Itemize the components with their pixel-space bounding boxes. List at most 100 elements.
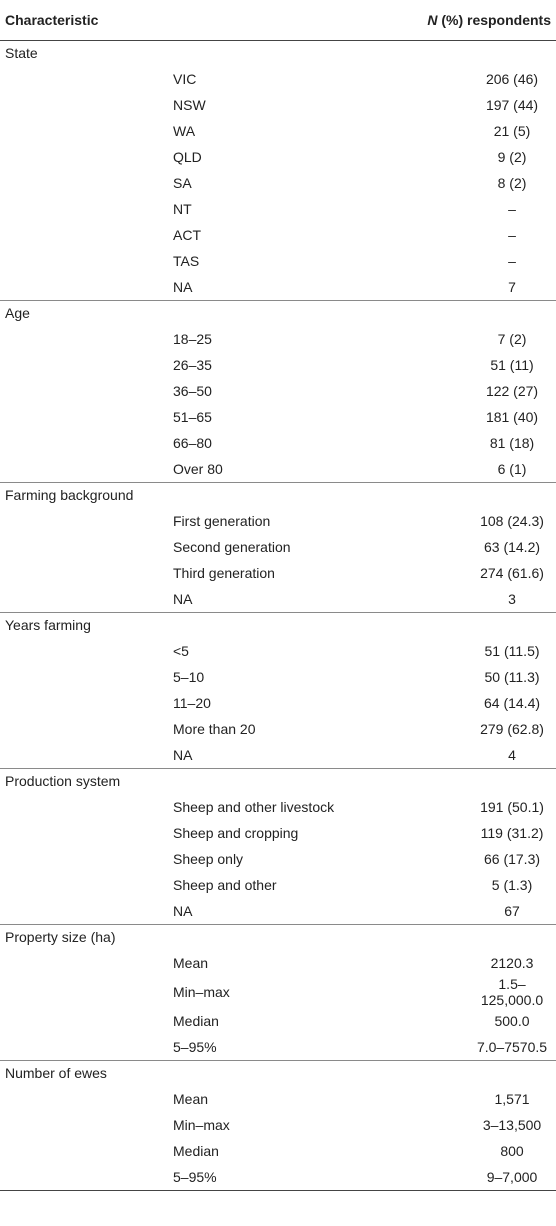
row-label: TAS <box>173 253 200 269</box>
row-value-cell: 2120.3 <box>388 950 556 976</box>
indent-cell <box>0 664 170 690</box>
row-value: 4 <box>508 746 516 763</box>
characteristics-table: Characteristic N (%) respondents State VI… <box>0 0 556 1191</box>
row-value: 7 <box>508 278 516 295</box>
table-row: NA 7 <box>0 274 556 300</box>
row-value: – <box>508 253 516 269</box>
row-value: 21 (5) <box>493 123 531 139</box>
table-row: Min–max 1.5–125,000.0 <box>0 976 556 1008</box>
table-row: NA 3 <box>0 586 556 612</box>
indent-cell <box>0 1164 170 1191</box>
group-title: Age <box>0 299 556 326</box>
row-value: – <box>508 201 516 217</box>
row-label: 18–25 <box>173 331 212 347</box>
row-value-cell: 1,571 <box>388 1086 556 1112</box>
row-label: Sheep and other livestock <box>173 799 335 815</box>
table-row: TAS – <box>0 248 556 274</box>
row-value-cell: 1.5–125,000.0 <box>388 976 556 1008</box>
row-value: 6 (1) <box>497 460 527 477</box>
indent-cell <box>0 1112 170 1138</box>
row-value-cell: 108 (24.3) <box>388 508 556 534</box>
indent-cell <box>0 66 170 92</box>
row-value: 9–7,000 <box>486 1168 538 1185</box>
row-value-cell: 7 (2) <box>388 326 556 352</box>
indent-cell <box>0 92 170 118</box>
row-label: 26–35 <box>173 357 212 373</box>
header-row: Characteristic N (%) respondents <box>0 0 556 41</box>
row-value-cell: 67 <box>388 898 556 924</box>
row-label: Third generation <box>173 565 275 581</box>
row-label: 66–80 <box>173 435 212 451</box>
table-row: 26–35 51 (11) <box>0 352 556 378</box>
indent-cell <box>0 950 170 976</box>
row-label: Median <box>173 1013 219 1029</box>
table-row: <5 51 (11.5) <box>0 638 556 664</box>
row-label: NA <box>173 278 193 295</box>
row-label: Sheep and cropping <box>173 825 299 841</box>
row-value: 8 (2) <box>497 175 527 191</box>
row-value: 66 (17.3) <box>483 851 541 867</box>
group-title: Farming background <box>0 481 556 508</box>
row-value-cell: 8 (2) <box>388 170 556 196</box>
row-label: VIC <box>173 71 197 87</box>
row-value: 1,571 <box>494 1091 530 1107</box>
indent-cell <box>0 508 170 534</box>
indent-cell <box>0 144 170 170</box>
header-n-respondents: N (%) respondents <box>388 0 556 41</box>
indent-cell <box>0 1138 170 1164</box>
row-label: QLD <box>173 149 202 165</box>
table-row: Median 800 <box>0 1138 556 1164</box>
indent-cell <box>0 1008 170 1034</box>
row-label: NA <box>173 590 193 607</box>
row-label: First generation <box>173 513 271 529</box>
row-value-cell: 7 <box>388 274 556 300</box>
table-row: NSW 197 (44) <box>0 92 556 118</box>
table-row: 18–25 7 (2) <box>0 326 556 352</box>
table-row: 51–65 181 (40) <box>0 404 556 430</box>
row-value-cell: 81 (18) <box>388 430 556 456</box>
table-row: Sheep and other 5 (1.3) <box>0 872 556 898</box>
row-value-cell: 9 (2) <box>388 144 556 170</box>
row-value-cell: 51 (11) <box>388 352 556 378</box>
row-value-cell: 800 <box>388 1138 556 1164</box>
indent-cell <box>0 352 170 378</box>
indent-cell <box>0 560 170 586</box>
row-value: 108 (24.3) <box>480 513 544 529</box>
table-body: State VIC 206 (46) NSW 197 (44) WA 21 (5) QLD 9 … <box>0 40 556 1191</box>
row-label: NA <box>173 902 193 919</box>
table-row: SA 8 (2) <box>0 170 556 196</box>
table-row: NA 4 <box>0 742 556 768</box>
indent-cell <box>0 846 170 872</box>
row-value-cell: 206 (46) <box>388 66 556 92</box>
row-label: More than 20 <box>173 721 256 737</box>
row-label: Mean <box>173 1091 209 1107</box>
row-value-cell: 279 (62.8) <box>388 716 556 742</box>
indent-cell <box>0 638 170 664</box>
table-row: Mean 1,571 <box>0 1086 556 1112</box>
row-value: 9 (2) <box>497 149 527 165</box>
table-row: 5–95% 7.0–7570.5 <box>0 1034 556 1060</box>
row-label: Min–max <box>173 1117 230 1133</box>
table-row: NT – <box>0 196 556 222</box>
table-row: Over 80 6 (1) <box>0 456 556 482</box>
row-value-cell: 50 (11.3) <box>388 664 556 690</box>
group-row: Years farming <box>0 611 556 638</box>
row-value: 50 (11.3) <box>484 669 540 685</box>
group-title: Production system <box>0 767 556 794</box>
row-value-cell: 63 (14.2) <box>388 534 556 560</box>
row-label: Over 80 <box>173 460 223 477</box>
row-label: Mean <box>173 955 209 971</box>
group-title: Property size (ha) <box>0 923 556 950</box>
indent-cell <box>0 716 170 742</box>
row-value: 181 (40) <box>485 409 539 425</box>
row-label: 11–20 <box>173 695 211 711</box>
indent-cell <box>0 794 170 820</box>
indent-cell <box>0 248 170 274</box>
row-value: 3–13,500 <box>482 1117 542 1133</box>
indent-cell <box>0 378 170 404</box>
row-value-cell: 119 (31.2) <box>388 820 556 846</box>
indent-cell <box>0 1086 170 1112</box>
table-row: Third generation 274 (61.6) <box>0 560 556 586</box>
row-value-cell: – <box>388 248 556 274</box>
row-value-cell: 4 <box>388 742 556 768</box>
